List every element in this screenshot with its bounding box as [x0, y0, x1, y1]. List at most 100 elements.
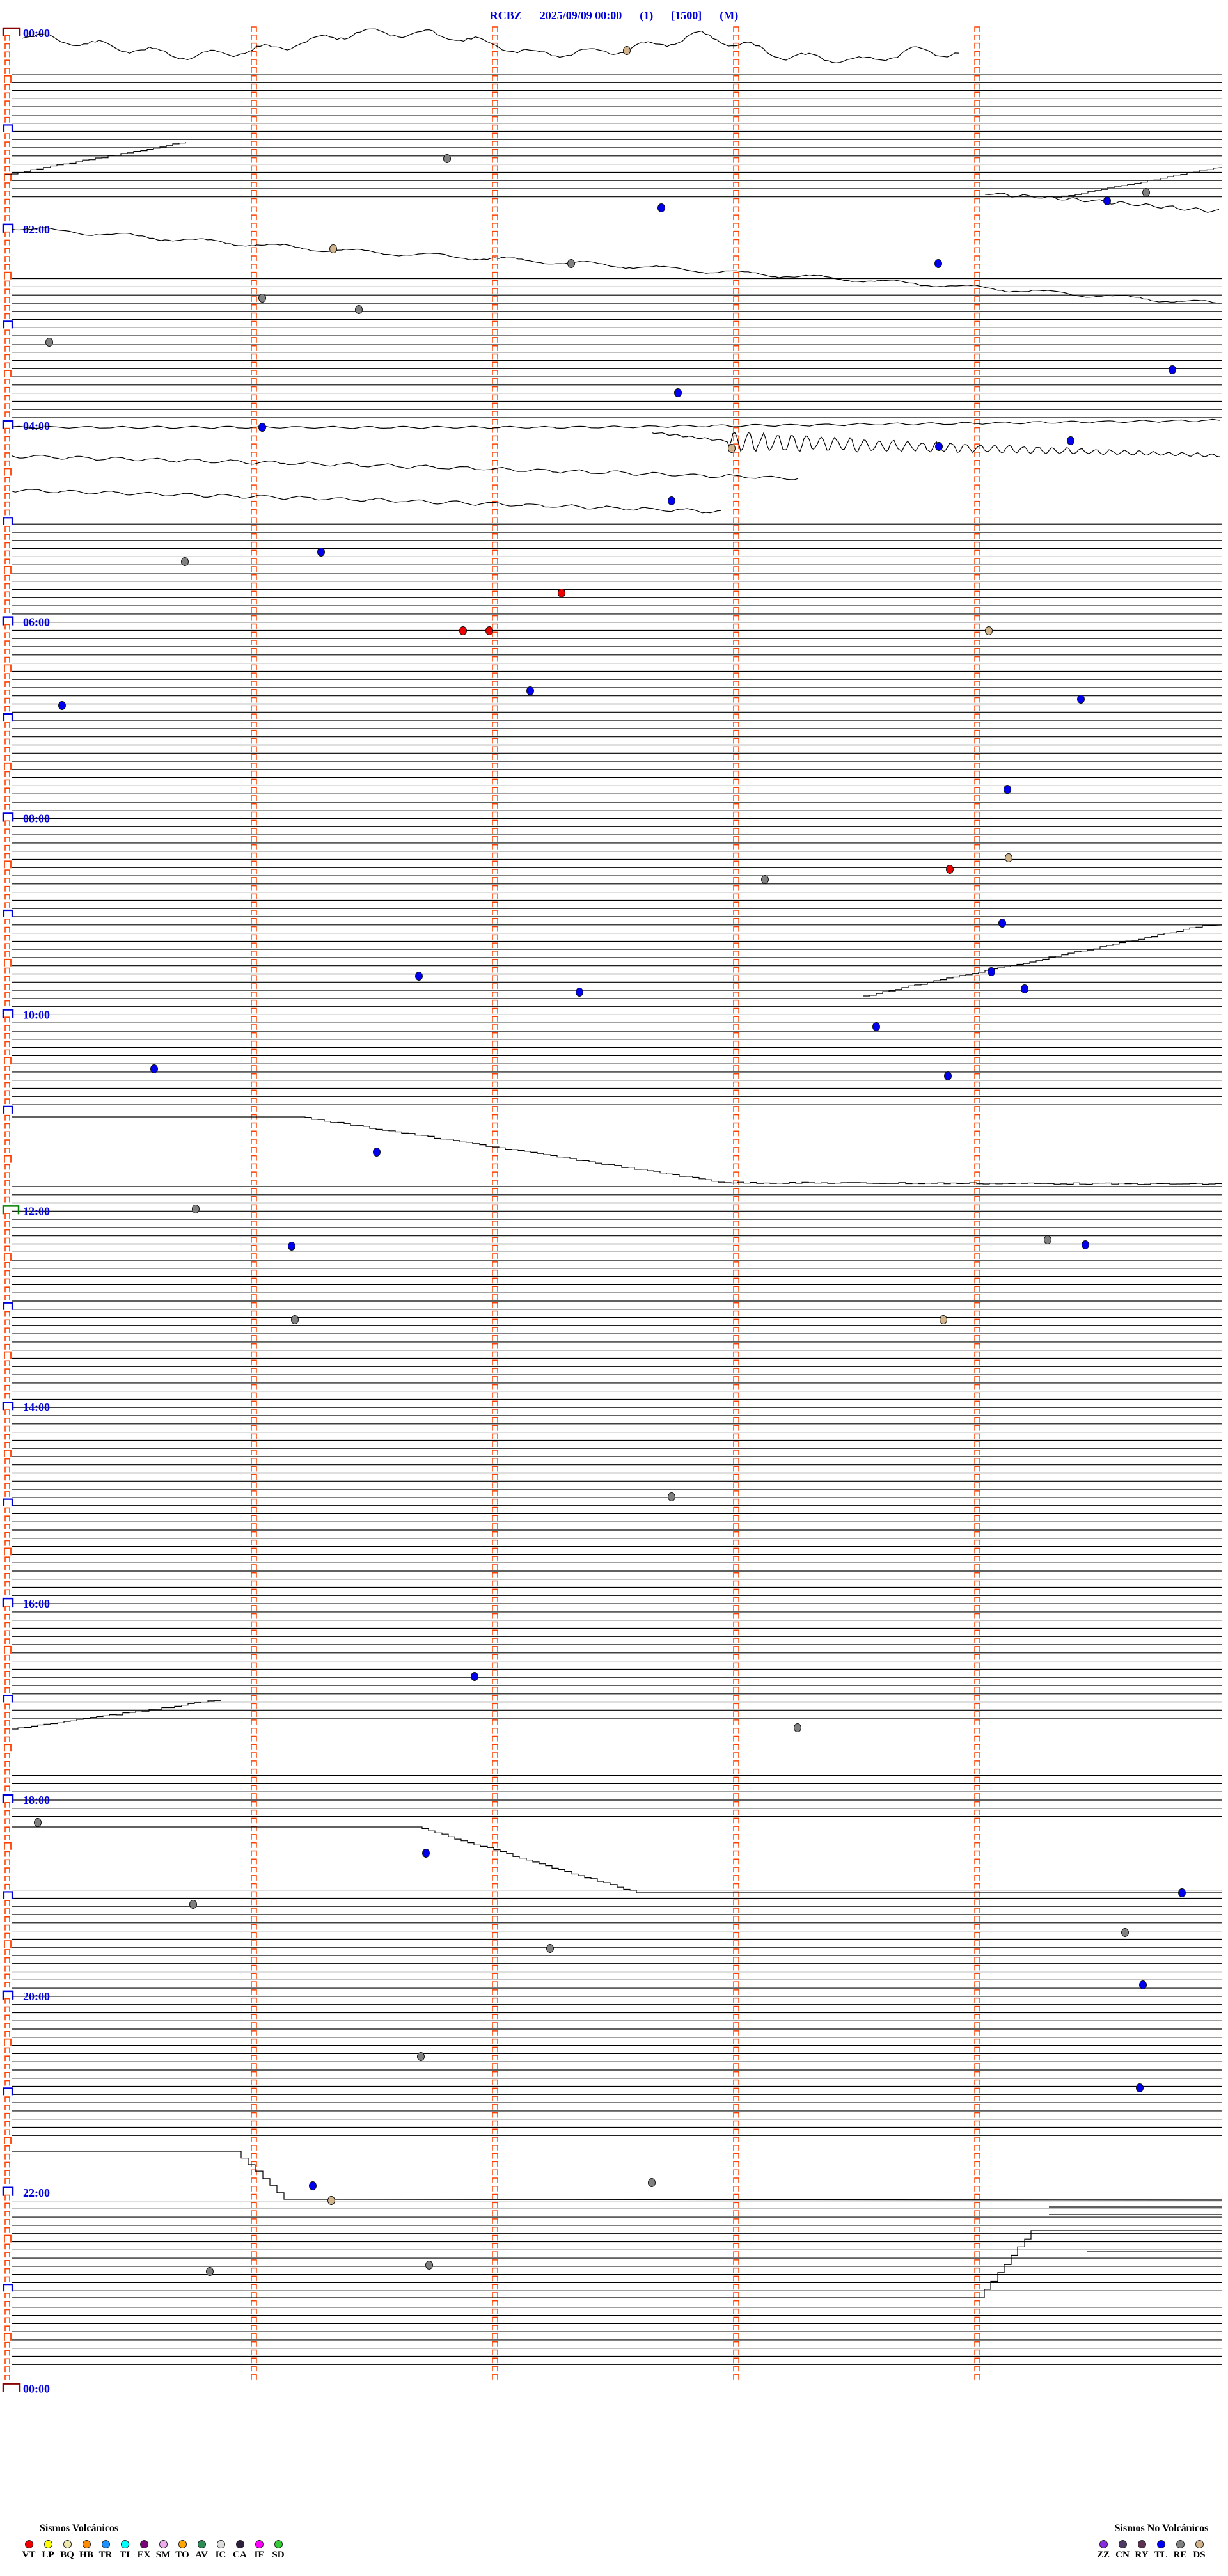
row-marker[interactable]: [4, 59, 10, 66]
event-marker-RE[interactable]: [1044, 1235, 1051, 1244]
row-marker[interactable]: [4, 869, 10, 876]
row-marker[interactable]: [4, 485, 10, 491]
event-marker-TL[interactable]: [373, 1148, 381, 1157]
half-hour-marker[interactable]: [4, 1645, 12, 1654]
row-marker[interactable]: [4, 738, 10, 745]
row-marker[interactable]: [4, 1801, 10, 1808]
row-marker[interactable]: [4, 1785, 10, 1792]
row-marker[interactable]: [4, 2375, 10, 2380]
row-marker[interactable]: [4, 1286, 10, 1293]
hour-marker[interactable]: [3, 2284, 13, 2292]
half-hour-marker[interactable]: [4, 1253, 12, 1261]
event-marker-RE[interactable]: [794, 1723, 801, 1732]
row-marker[interactable]: [4, 779, 10, 786]
row-marker[interactable]: [4, 51, 10, 58]
row-marker[interactable]: [4, 2268, 10, 2274]
row-marker[interactable]: [4, 1851, 10, 1857]
row-marker[interactable]: [4, 599, 10, 606]
row-marker[interactable]: [4, 1859, 10, 1865]
time-marker-box[interactable]: [2, 1597, 14, 1608]
event-marker-TL[interactable]: [1067, 436, 1074, 445]
row-marker[interactable]: [4, 2071, 10, 2078]
row-marker[interactable]: [4, 1409, 10, 1415]
row-marker[interactable]: [4, 2121, 10, 2127]
row-marker[interactable]: [4, 207, 10, 213]
row-marker[interactable]: [4, 1867, 10, 1874]
row-marker[interactable]: [4, 1572, 10, 1579]
event-marker-RE[interactable]: [567, 259, 575, 268]
row-marker[interactable]: [4, 574, 10, 581]
row-marker[interactable]: [4, 1654, 10, 1661]
row-marker[interactable]: [4, 1761, 10, 1767]
event-marker-RE[interactable]: [425, 2261, 433, 2270]
time-marker-box[interactable]: [2, 1794, 14, 1803]
event-marker-DS[interactable]: [940, 1315, 947, 1324]
row-marker[interactable]: [4, 1073, 10, 1080]
row-marker[interactable]: [4, 1876, 10, 1881]
event-marker-TL[interactable]: [1021, 984, 1028, 993]
event-marker-TL[interactable]: [317, 548, 325, 557]
row-marker[interactable]: [4, 1973, 10, 1980]
row-marker[interactable]: [4, 198, 10, 205]
row-marker[interactable]: [4, 2350, 10, 2356]
row-marker[interactable]: [4, 583, 10, 589]
half-hour-marker[interactable]: [4, 2038, 12, 2046]
row-marker[interactable]: [4, 984, 10, 990]
row-marker[interactable]: [4, 1066, 10, 1071]
event-marker-TL[interactable]: [415, 972, 423, 981]
row-marker[interactable]: [4, 943, 10, 949]
row-marker[interactable]: [4, 697, 10, 704]
row-marker[interactable]: [4, 656, 10, 663]
row-marker[interactable]: [4, 640, 10, 647]
event-marker-TL[interactable]: [422, 1849, 430, 1858]
row-marker[interactable]: [4, 1278, 10, 1284]
row-marker[interactable]: [4, 689, 10, 695]
event-marker-DS[interactable]: [1005, 853, 1012, 862]
row-marker[interactable]: [4, 1589, 10, 1595]
half-hour-marker[interactable]: [4, 860, 12, 869]
row-marker[interactable]: [4, 591, 10, 597]
row-marker[interactable]: [4, 133, 10, 139]
row-marker[interactable]: [4, 2202, 10, 2209]
row-marker[interactable]: [4, 1393, 10, 1399]
row-marker[interactable]: [4, 444, 10, 450]
row-marker[interactable]: [4, 1123, 10, 1129]
row-marker[interactable]: [4, 747, 10, 753]
row-marker[interactable]: [4, 379, 10, 384]
row-marker[interactable]: [4, 1466, 10, 1473]
half-hour-marker[interactable]: [4, 2137, 12, 2145]
row-marker[interactable]: [4, 2006, 10, 2012]
row-marker[interactable]: [4, 2317, 10, 2323]
row-marker[interactable]: [4, 1180, 10, 1186]
event-marker-TL[interactable]: [1077, 695, 1085, 704]
row-marker[interactable]: [4, 2096, 10, 2103]
event-marker-VT[interactable]: [558, 589, 565, 597]
row-marker[interactable]: [4, 1769, 10, 1775]
event-marker-TL[interactable]: [1178, 1888, 1186, 1897]
row-marker[interactable]: [4, 190, 10, 196]
row-marker[interactable]: [4, 1368, 10, 1375]
half-hour-marker[interactable]: [4, 468, 12, 476]
row-marker[interactable]: [4, 1556, 10, 1563]
row-marker[interactable]: [4, 1900, 10, 1906]
half-hour-marker[interactable]: [4, 1940, 12, 1948]
row-marker[interactable]: [4, 2194, 10, 2201]
row-marker[interactable]: [4, 2129, 10, 2135]
row-marker[interactable]: [4, 1728, 10, 1734]
event-marker-RE[interactable]: [1121, 1928, 1129, 1937]
event-marker-TL[interactable]: [872, 1022, 880, 1031]
row-marker[interactable]: [4, 2366, 10, 2373]
event-marker-TL[interactable]: [471, 1672, 478, 1681]
event-marker-DS[interactable]: [728, 444, 736, 453]
half-hour-marker[interactable]: [4, 173, 12, 182]
event-marker-RE[interactable]: [648, 2178, 656, 2187]
row-marker[interactable]: [4, 1638, 10, 1645]
event-marker-TL[interactable]: [934, 259, 942, 268]
event-marker-VT[interactable]: [946, 865, 954, 874]
event-marker-RE[interactable]: [291, 1315, 299, 1324]
event-marker-TL[interactable]: [1004, 785, 1011, 794]
event-marker-TL[interactable]: [1082, 1240, 1089, 1249]
event-marker-TL[interactable]: [1169, 365, 1176, 374]
row-marker[interactable]: [4, 2080, 10, 2086]
row-marker[interactable]: [4, 501, 10, 507]
